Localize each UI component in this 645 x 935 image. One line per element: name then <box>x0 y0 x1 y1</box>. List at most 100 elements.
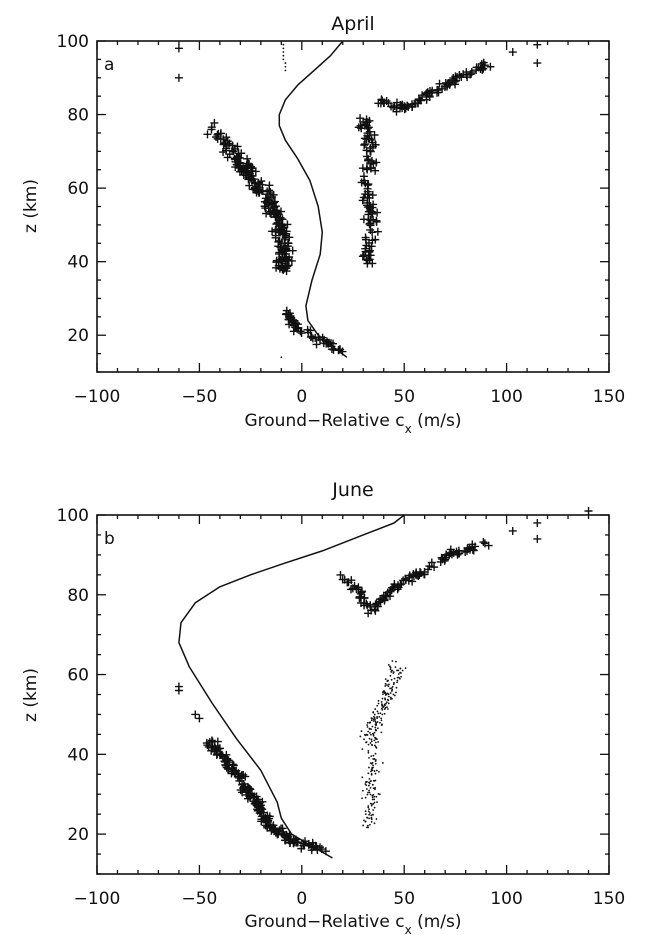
plus-mark <box>231 163 240 172</box>
dot-mark <box>371 732 374 735</box>
plus-mark <box>223 755 232 764</box>
dot-mark <box>374 760 377 763</box>
plus-mark <box>484 541 493 550</box>
dot-mark <box>369 731 371 734</box>
plus-mark <box>234 153 243 162</box>
dot-mark <box>371 813 374 816</box>
dot-mark <box>397 673 400 675</box>
plus-mark <box>174 686 183 695</box>
chart-title: April <box>331 13 374 35</box>
data-marks <box>174 40 542 359</box>
dot-mark <box>374 788 376 791</box>
plus-mark <box>271 225 280 234</box>
dot-mark <box>389 668 392 671</box>
plus-mark <box>203 130 212 139</box>
x-tick-label: 150 <box>593 889 625 909</box>
dot-mark <box>368 808 370 811</box>
dot-mark <box>391 685 394 688</box>
dot-mark <box>384 697 386 700</box>
x-tick-label: 100 <box>490 387 522 407</box>
x-tick-label: −100 <box>74 889 121 909</box>
plus-mark <box>242 161 251 170</box>
plus-mark <box>444 79 453 88</box>
dot-mark <box>372 720 375 722</box>
dot-mark <box>367 730 370 733</box>
plus-mark <box>245 181 254 190</box>
axis-ticks <box>96 514 610 875</box>
dot-mark <box>385 701 388 704</box>
dot-mark <box>366 824 369 827</box>
dot-mark <box>377 741 380 743</box>
dot-mark <box>374 772 377 775</box>
dot-mark <box>380 724 383 727</box>
plus-mark <box>365 127 374 136</box>
plus-mark <box>368 138 377 147</box>
dot-mark <box>363 738 365 741</box>
dot-mark <box>400 672 402 674</box>
x-tick-label: 50 <box>393 889 415 909</box>
plus-mark <box>293 838 302 847</box>
dot-mark <box>371 768 373 770</box>
plus-mark <box>321 847 330 856</box>
dot-mark <box>377 792 380 795</box>
plus-mark <box>373 208 382 217</box>
dot-mark <box>381 713 384 716</box>
dot-mark <box>372 764 374 767</box>
plus-mark <box>219 140 228 149</box>
dot-mark <box>367 810 370 813</box>
plus-mark <box>212 132 221 141</box>
dot-mark <box>400 675 403 678</box>
y-axis-label: z (km) <box>21 179 41 233</box>
dot-mark <box>371 725 374 728</box>
plus-mark <box>360 141 369 150</box>
dot-mark <box>380 717 383 720</box>
y-tick-label: 40 <box>67 745 89 765</box>
dot-mark <box>366 724 369 727</box>
plus-mark <box>278 215 287 224</box>
plot-frame <box>96 514 610 875</box>
dot-mark <box>370 770 372 773</box>
dot-mark <box>360 730 363 733</box>
dot-mark <box>387 679 389 682</box>
plus-mark <box>359 193 368 202</box>
dot-mark <box>404 667 407 670</box>
dot-mark <box>399 677 401 680</box>
dot-mark <box>370 817 373 820</box>
plus-mark <box>312 340 321 349</box>
dot-mark <box>372 766 375 769</box>
dot-mark <box>377 712 380 715</box>
plus-mark <box>297 844 306 853</box>
dot-mark <box>384 706 387 709</box>
dot-mark <box>374 726 377 729</box>
dot-mark <box>367 743 370 746</box>
plus-mark <box>329 345 338 354</box>
dot-mark <box>378 715 381 718</box>
dot-mark <box>367 751 370 754</box>
dot-mark <box>375 724 377 727</box>
dot-mark <box>377 702 380 705</box>
dot-mark <box>370 780 372 782</box>
plus-mark <box>445 80 454 89</box>
plus-mark <box>203 741 212 750</box>
dot-mark <box>399 667 402 670</box>
dot-mark <box>373 806 376 809</box>
plus-mark <box>282 227 291 236</box>
plus-mark <box>474 63 483 72</box>
panel-label: b <box>104 529 115 549</box>
dot-mark <box>373 717 376 719</box>
dot-mark <box>392 693 395 696</box>
plus-mark <box>408 577 417 586</box>
plus-mark <box>392 107 401 116</box>
dot-mark <box>368 782 371 785</box>
plus-mark <box>370 131 379 140</box>
dot-mark <box>376 721 379 723</box>
plus-mark <box>533 59 542 68</box>
y-tick-label: 20 <box>67 825 89 845</box>
plus-mark <box>292 319 301 328</box>
plus-mark <box>360 594 369 603</box>
plus-mark <box>265 812 274 821</box>
dot-mark <box>390 678 393 681</box>
plus-mark <box>392 98 401 107</box>
dot-mark <box>397 676 400 679</box>
plus-mark <box>250 183 259 192</box>
